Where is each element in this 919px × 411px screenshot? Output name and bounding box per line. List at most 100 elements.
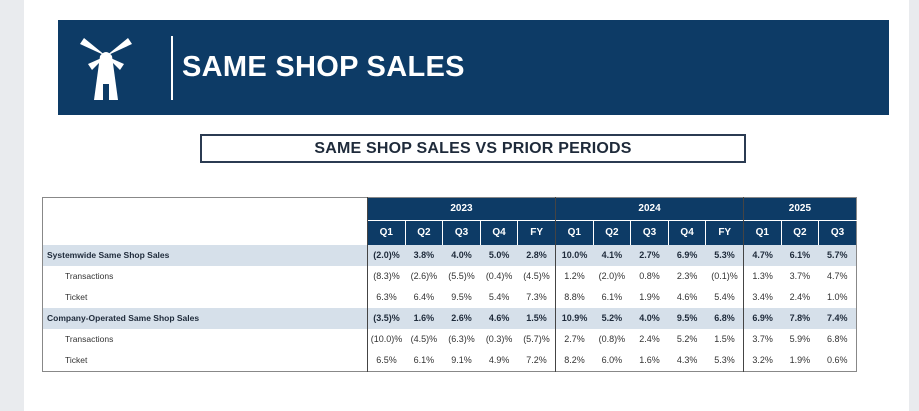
value-cell: 2.7%: [630, 245, 669, 266]
period-header: Q2: [780, 220, 819, 245]
value-cell: 6.3%: [367, 287, 406, 308]
row-label: Transactions: [65, 334, 114, 344]
value-cell: 6.8%: [705, 308, 744, 329]
value-cell: (4.5)%: [523, 271, 550, 281]
period-header: Q2: [404, 220, 443, 245]
header-banner: SAME SHOP SALES: [58, 20, 889, 115]
header-divider: [171, 36, 173, 100]
same-shop-sales-table: 2023 2024 2025 Q1 Q2 Q3 Q4 FY Q1 Q2 Q3 Q4 FY Q1 Q2 Q…: [42, 197, 857, 372]
value-cell: 2.3%: [676, 271, 698, 281]
year-header-2023: 2023: [366, 197, 556, 221]
value-cell: (10.0)%: [367, 329, 406, 350]
value-cell: (3.5)%: [367, 308, 406, 329]
period-header-row: Q1 Q2 Q3 Q4 FY Q1 Q2 Q3 Q4 FY Q1 Q2 Q3: [42, 220, 857, 245]
row-label: Ticket: [65, 355, 88, 365]
value-cell: 6.0%: [601, 355, 623, 365]
value-cell: 0.8%: [639, 271, 660, 281]
value-cell: 8.8%: [555, 287, 594, 308]
value-cell: 4.6%: [480, 308, 518, 329]
value-cell: 5.2%: [593, 308, 631, 329]
page-title: SAME SHOP SALES: [182, 51, 465, 83]
period-header: Q1: [367, 220, 406, 245]
period-header: Q2: [592, 220, 631, 245]
value-cell: 1.0%: [827, 292, 848, 302]
windmill-icon: [80, 38, 132, 100]
table-row: Transactions (8.3)% (2.6)% (5.5)% (0.4)% (4.5…: [43, 266, 857, 287]
blank-header-cell: [42, 197, 368, 221]
value-cell: 5.4%: [714, 292, 735, 302]
value-cell: 5.0%: [480, 245, 518, 266]
value-cell: 2.7%: [555, 329, 594, 350]
value-cell: 3.8%: [405, 245, 443, 266]
value-cell: 3.7%: [789, 271, 811, 281]
value-cell: 7.8%: [781, 308, 819, 329]
period-header: Q4: [667, 220, 706, 245]
value-cell: 6.8%: [827, 334, 848, 344]
value-cell: 9.5%: [668, 308, 706, 329]
value-cell: (2.0)%: [367, 245, 406, 266]
value-cell: 2.8%: [517, 245, 556, 266]
period-header: FY: [517, 220, 556, 245]
value-cell: 7.4%: [818, 308, 857, 329]
value-cell: 3.2%: [743, 350, 782, 372]
blank-header-cell: [42, 220, 368, 245]
value-cell: 1.9%: [789, 355, 811, 365]
value-cell: 2.6%: [442, 308, 481, 329]
table-row: Company-Operated Same Shop Sales (3.5)% 1.…: [42, 308, 857, 329]
value-cell: 1.5%: [714, 334, 735, 344]
table-row: Ticket 6.3% 6.4% 9.5% 5.4% 7.3% 8.8% 6.1% 1.9% 4.…: [43, 287, 857, 308]
value-cell: 4.7%: [743, 245, 782, 266]
table-row: Systemwide Same Shop Sales (2.0)% 3.8% 4.0%…: [42, 245, 857, 266]
value-cell: 3.7%: [743, 329, 782, 350]
period-header: Q1: [555, 220, 594, 245]
value-cell: 1.5%: [517, 308, 556, 329]
value-cell: (4.5)%: [410, 334, 438, 344]
value-cell: 4.7%: [827, 271, 848, 281]
period-header: Q1: [743, 220, 782, 245]
row-label: Transactions: [65, 271, 114, 281]
row-label: Systemwide Same Shop Sales: [42, 245, 368, 266]
period-header: Q3: [630, 220, 669, 245]
value-cell: (0.8)%: [598, 334, 626, 344]
period-header: Q3: [818, 220, 857, 245]
year-header-2024: 2024: [555, 197, 744, 221]
value-cell: (0.4)%: [485, 271, 513, 281]
value-cell: 6.1%: [781, 245, 819, 266]
value-cell: (0.1)%: [711, 271, 738, 281]
value-cell: 6.5%: [367, 350, 406, 372]
value-cell: (0.3)%: [485, 334, 513, 344]
value-cell: 4.0%: [630, 308, 669, 329]
value-cell: (2.6)%: [410, 271, 438, 281]
value-cell: 6.9%: [668, 245, 706, 266]
value-cell: 4.9%: [488, 355, 510, 365]
value-cell: 5.9%: [789, 334, 811, 344]
period-header: Q3: [442, 220, 481, 245]
value-cell: 6.9%: [743, 308, 782, 329]
value-cell: 7.2%: [526, 355, 547, 365]
value-cell: 3.4%: [743, 287, 782, 308]
value-cell: 4.3%: [676, 355, 698, 365]
value-cell: 8.2%: [555, 350, 594, 372]
value-cell: 1.6%: [405, 308, 443, 329]
value-cell: 0.6%: [827, 355, 848, 365]
value-cell: 5.2%: [676, 334, 698, 344]
value-cell: 1.9%: [639, 292, 660, 302]
value-cell: 2.4%: [639, 334, 660, 344]
period-header: FY: [705, 220, 744, 245]
value-cell: 1.6%: [639, 355, 660, 365]
year-header-2025: 2025: [743, 197, 857, 221]
table-row: Transactions (10.0)% (4.5)% (6.3)% (0.3)% (5.…: [43, 329, 857, 350]
value-cell: 5.4%: [488, 292, 510, 302]
value-cell: 4.0%: [442, 245, 481, 266]
value-cell: 9.5%: [451, 292, 472, 302]
period-header: Q4: [479, 220, 518, 245]
value-cell: 9.1%: [451, 355, 472, 365]
table-row: Ticket 6.5% 6.1% 9.1% 4.9% 7.2% 8.2% 6.0% 1.6% 4.…: [43, 350, 857, 372]
value-cell: 1.3%: [743, 266, 782, 287]
value-cell: (2.0)%: [598, 271, 626, 281]
value-cell: (5.7)%: [523, 334, 550, 344]
value-cell: 6.4%: [413, 292, 435, 302]
value-cell: 5.3%: [714, 355, 735, 365]
value-cell: (8.3)%: [367, 266, 406, 287]
value-cell: 2.4%: [789, 292, 811, 302]
